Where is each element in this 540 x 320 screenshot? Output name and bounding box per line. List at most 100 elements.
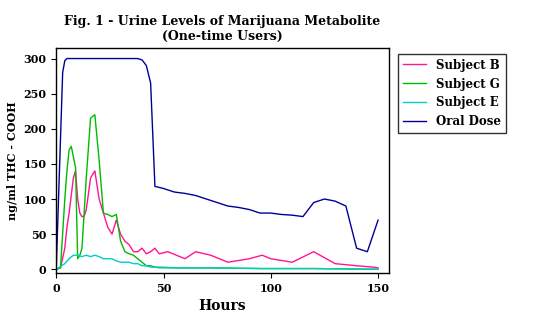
Subject E [66,257,72,261]
Oral Dose [147,81,154,85]
Subject B [370,265,377,269]
Subject B [152,246,158,250]
Title: Fig. 1 - Urine Levels of Marijuana Metabolite
(One-time Users): Fig. 1 - Urine Levels of Marijuana Metab… [64,15,381,43]
Subject G [96,158,103,162]
Subject B [100,211,107,215]
Subject E [92,253,98,257]
Oral Dose [192,194,199,197]
Line: Subject G: Subject G [56,115,378,269]
Oral Dose [62,59,68,63]
Subject E [143,264,150,268]
Subject B [72,169,79,173]
Subject G [156,265,163,269]
Subject B [122,239,128,243]
Subject G [57,266,64,270]
Subject G [152,265,158,269]
Oral Dose [214,201,220,204]
Subject B [117,232,124,236]
Subject G [92,113,98,117]
Oral Dose [152,184,158,188]
Subject B [75,197,81,201]
Subject B [259,253,266,257]
Subject B [246,257,253,261]
Subject E [173,266,180,270]
Subject E [126,260,132,264]
Oral Dose [246,208,253,212]
Subject G [375,267,381,271]
Subject G [130,253,137,257]
Oral Dose [289,213,295,217]
Subject E [134,262,141,266]
Oral Dose [343,204,349,208]
Subject E [310,267,317,270]
Subject G [68,144,75,148]
Subject E [109,257,115,261]
Oral Dose [64,57,70,60]
Line: Subject B: Subject B [56,171,378,269]
Oral Dose [278,212,285,216]
Subject E [87,255,94,259]
Oral Dose [300,215,306,219]
Subject B [173,253,180,257]
Subject B [130,250,137,254]
Subject B [113,218,119,222]
Subject B [147,250,154,254]
Subject E [100,257,107,261]
Subject E [147,265,154,269]
Subject B [77,211,83,215]
Subject E [375,267,381,271]
Subject G [83,176,90,180]
Subject G [207,266,214,270]
Oral Dose [53,267,59,271]
Subject B [104,225,111,229]
Subject G [53,267,59,271]
Subject B [70,176,77,180]
Subject E [79,255,85,259]
Oral Dose [139,58,145,62]
Subject G [75,257,81,261]
Subject G [139,260,145,264]
Subject B [79,215,85,219]
Subject B [267,257,274,261]
Subject E [139,264,145,268]
Subject G [70,155,77,159]
Subject E [117,260,124,264]
Subject E [104,257,111,261]
Subject G [310,267,317,270]
Subject B [53,267,59,271]
Subject B [375,266,381,270]
Oral Dose [310,201,317,204]
Subject B [182,257,188,261]
Subject B [192,250,199,254]
Subject G [100,211,107,215]
Subject B [87,176,94,180]
Subject B [83,208,90,212]
Subject G [109,215,115,219]
Subject E [156,266,163,270]
Legend: Subject B, Subject G, Subject E, Oral Dose: Subject B, Subject G, Subject E, Oral Do… [398,54,505,133]
Subject G [173,266,180,270]
Oral Dose [143,64,150,68]
Subject B [353,264,360,268]
Subject E [122,260,128,264]
Oral Dose [59,71,66,75]
Subject E [70,253,77,257]
Subject G [122,250,128,254]
Subject B [207,253,214,257]
Subject E [62,262,68,266]
Oral Dose [353,246,360,250]
Subject G [117,239,124,243]
Line: Oral Dose: Oral Dose [56,59,378,269]
Subject E [57,265,64,268]
Subject E [83,253,90,257]
X-axis label: Hours: Hours [199,299,246,313]
Subject B [92,169,98,173]
Subject E [113,259,119,263]
Oral Dose [332,199,339,203]
Subject B [225,260,231,264]
Subject G [79,246,85,250]
Subject E [75,253,81,257]
Oral Dose [321,197,328,201]
Subject B [310,250,317,254]
Subject E [165,266,171,270]
